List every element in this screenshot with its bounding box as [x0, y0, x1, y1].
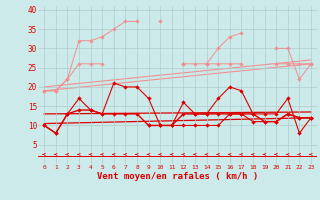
X-axis label: Vent moyen/en rafales ( km/h ): Vent moyen/en rafales ( km/h )	[97, 172, 258, 181]
